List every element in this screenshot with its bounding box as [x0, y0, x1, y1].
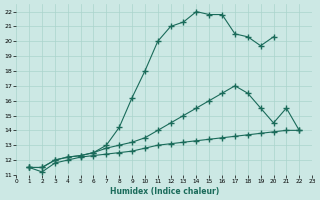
X-axis label: Humidex (Indice chaleur): Humidex (Indice chaleur) [109, 187, 219, 196]
